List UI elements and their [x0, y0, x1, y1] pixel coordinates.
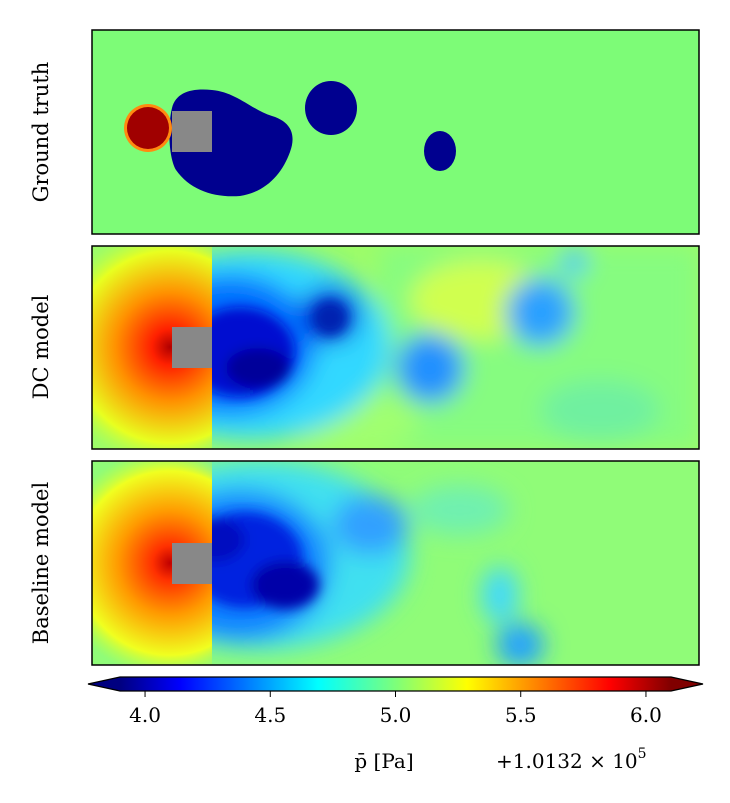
- colorbar-tick-label: 5.5: [505, 703, 537, 727]
- colorbar-extend-low: [88, 677, 120, 691]
- panel-ground-truth: [92, 30, 699, 234]
- colorbar-tick-label: 5.0: [380, 703, 412, 727]
- colorbar-offset: +1.0132 × 105: [496, 746, 647, 773]
- row-label-dc-model: DC model: [29, 294, 53, 399]
- colorbar: 4.0 4.5 5.0 5.5 6.0 p̄ [Pa] +1.0132 × 105: [87, 676, 704, 773]
- panel-dc-model: [92, 246, 699, 449]
- row-label-baseline-model: Baseline model: [29, 482, 53, 645]
- colorbar-tick-label: 4.0: [129, 703, 161, 727]
- panel-baseline-model-frame: [91, 460, 700, 666]
- panel-baseline-model: [92, 461, 699, 665]
- colorbar-tick-label: 4.5: [254, 703, 286, 727]
- colorbar-label: p̄ [Pa]: [354, 749, 413, 773]
- obstacle-2: [172, 327, 212, 368]
- colorbar-frame: [87, 676, 704, 692]
- row-label-ground-truth: Ground truth: [29, 62, 53, 203]
- colorbar-gradient: [120, 677, 671, 691]
- ground-truth-blob-right: [424, 131, 456, 171]
- panel-dc-model-frame: [91, 245, 700, 450]
- colorbar-ticks: 4.0 4.5 5.0 5.5 6.0: [129, 691, 662, 727]
- obstacle-3: [172, 543, 212, 584]
- ground-truth-blob-high-core: [127, 107, 169, 149]
- colorbar-extend-high: [671, 677, 703, 691]
- colorbar-tick-label: 6.0: [630, 703, 662, 727]
- obstacle-1: [172, 111, 212, 152]
- panel-ground-truth-frame: [91, 29, 700, 235]
- ground-truth-blob-upper: [305, 81, 357, 135]
